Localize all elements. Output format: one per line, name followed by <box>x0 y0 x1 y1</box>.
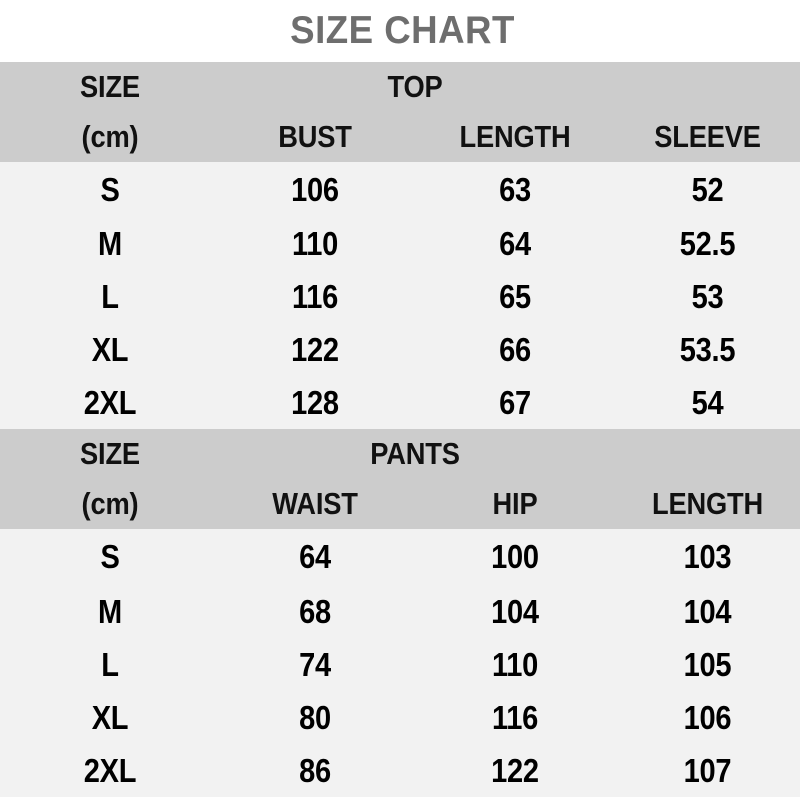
cell-bust: 128 <box>291 383 339 421</box>
cell-sleeve: 53.5 <box>679 330 736 368</box>
table-row: XL 80 116 106 <box>0 691 800 744</box>
cell-bust: 110 <box>291 224 339 262</box>
table-row: 2XL 86 122 107 <box>0 744 800 797</box>
top-header-sleeve: SLEEVE <box>654 119 761 154</box>
cell-size: XL <box>91 330 129 368</box>
top-header-unit: (cm) <box>81 119 139 154</box>
cell-size: 2XL <box>83 383 137 421</box>
page-title: SIZE CHART <box>290 9 515 52</box>
pants-section-header: SIZE PANTS (cm) WAIST HIP LENGTH <box>0 429 800 529</box>
cell-size: XL <box>91 698 129 736</box>
title-band: SIZE CHART <box>0 0 800 62</box>
table-row: S 106 63 52 <box>0 162 800 217</box>
cell-size: L <box>101 277 119 315</box>
cell-size: S <box>100 538 120 575</box>
pants-header-length: LENGTH <box>651 486 764 521</box>
top-header-size-label: SIZE <box>80 69 140 104</box>
cell-top-length: 65 <box>499 277 531 315</box>
cell-waist: 68 <box>299 592 331 630</box>
cell-sleeve: 53 <box>691 277 724 315</box>
table-row: M 110 64 52.5 <box>0 217 800 270</box>
cell-waist: 74 <box>299 645 331 683</box>
top-section-label: TOP <box>387 69 443 104</box>
cell-sleeve: 54 <box>691 383 724 421</box>
cell-top-length: 64 <box>499 224 531 262</box>
cell-pants-length: 106 <box>683 698 732 736</box>
cell-hip: 110 <box>491 645 539 683</box>
table-row: S 64 100 103 <box>0 529 800 585</box>
cell-sleeve: 52.5 <box>679 224 736 262</box>
cell-top-length: 67 <box>499 383 531 421</box>
cell-top-length: 66 <box>499 330 531 368</box>
cell-waist: 64 <box>299 538 331 575</box>
cell-hip: 104 <box>491 592 539 630</box>
pants-header-hip: HIP <box>492 486 538 521</box>
pants-section-body: S 64 100 103 M 68 104 104 L 74 110 105 X… <box>0 529 800 797</box>
cell-size: M <box>98 592 122 630</box>
top-header-bust: BUST <box>278 119 352 154</box>
table-row: L 74 110 105 <box>0 638 800 691</box>
cell-waist: 80 <box>299 698 331 736</box>
cell-size: M <box>98 224 122 262</box>
pants-header-row-1: SIZE PANTS <box>0 429 800 479</box>
table-row: XL 122 66 53.5 <box>0 323 800 376</box>
cell-hip: 122 <box>491 751 539 789</box>
cell-pants-length: 107 <box>683 751 732 789</box>
cell-hip: 100 <box>491 538 539 575</box>
cell-hip: 116 <box>491 698 539 736</box>
cell-pants-length: 104 <box>683 592 732 630</box>
cell-bust: 122 <box>291 330 339 368</box>
cell-size: S <box>100 170 120 208</box>
cell-top-length: 63 <box>499 170 531 208</box>
pants-header-waist: WAIST <box>272 486 358 521</box>
table-row: L 116 65 53 <box>0 270 800 323</box>
cell-sleeve: 52 <box>691 170 724 208</box>
table-row: 2XL 128 67 54 <box>0 376 800 429</box>
cell-bust: 106 <box>291 170 339 208</box>
pants-header-row-2: (cm) WAIST HIP LENGTH <box>0 479 800 529</box>
cell-waist: 86 <box>299 751 331 789</box>
cell-size: L <box>101 645 119 683</box>
cell-size: 2XL <box>83 751 137 789</box>
cell-pants-length: 103 <box>683 538 732 575</box>
table-row: M 68 104 104 <box>0 585 800 638</box>
cell-bust: 116 <box>291 277 339 315</box>
top-section-header: SIZE TOP (cm) BUST LENGTH SLEEVE <box>0 62 800 162</box>
pants-header-size-label: SIZE <box>80 436 140 471</box>
top-section-body: S 106 63 52 M 110 64 52.5 L 116 65 53 XL… <box>0 162 800 429</box>
pants-section-label: PANTS <box>370 436 460 471</box>
top-header-row-1: SIZE TOP <box>0 62 800 112</box>
top-header-row-2: (cm) BUST LENGTH SLEEVE <box>0 112 800 162</box>
top-header-length: LENGTH <box>459 119 571 154</box>
cell-pants-length: 105 <box>683 645 732 683</box>
pants-header-unit: (cm) <box>81 486 139 521</box>
